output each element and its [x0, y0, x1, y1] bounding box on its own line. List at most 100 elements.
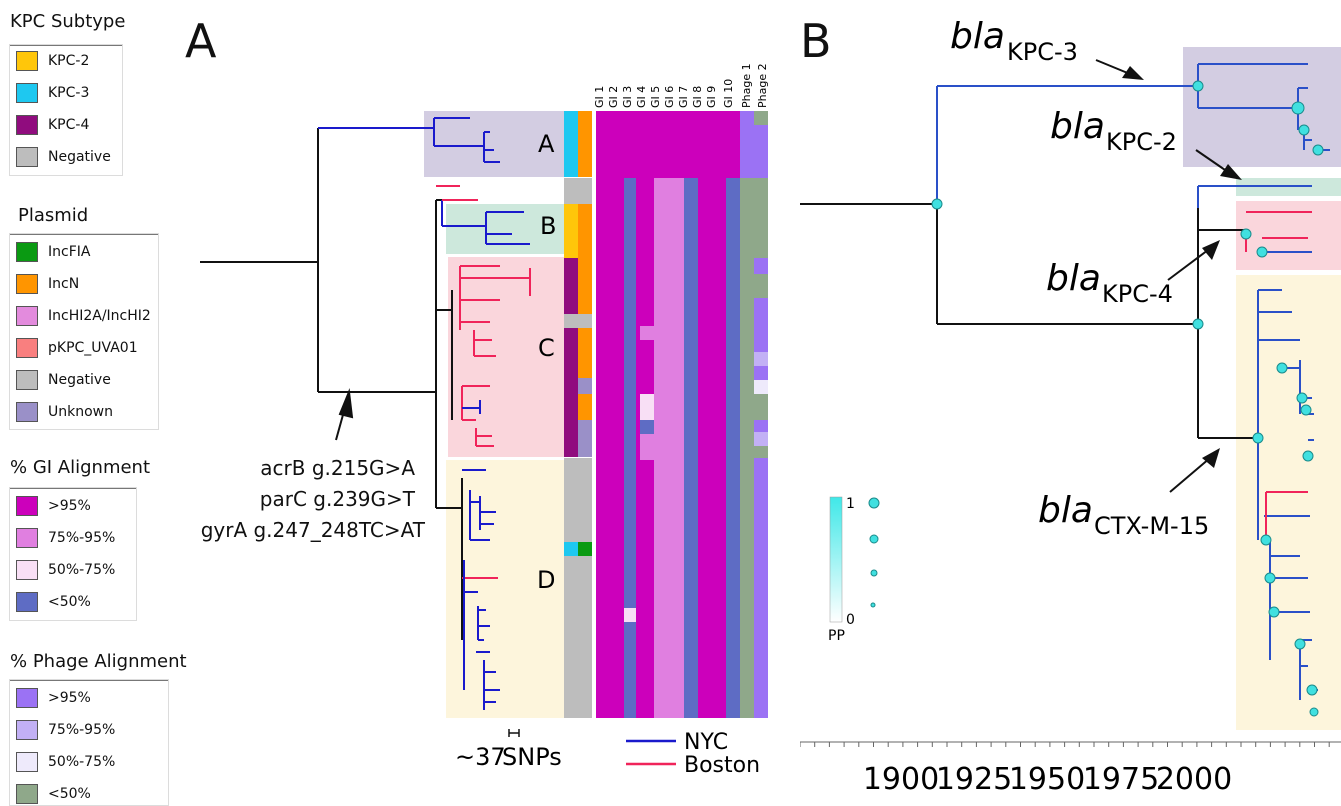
legend-label: IncHI2A/IncHI2	[48, 308, 151, 324]
legend-label: 75%-95%	[48, 530, 116, 546]
swatch	[16, 370, 38, 390]
legend-item-gi-low: <50%	[16, 592, 91, 612]
pp-nodes	[931, 80, 1324, 717]
legend-item-gi-75: 75%-95%	[16, 528, 115, 548]
legend-item-phage-95: >95%	[16, 688, 91, 708]
legend-rule	[10, 488, 136, 489]
legend-label: IncN	[48, 276, 80, 292]
heatmap-header: GI 4	[635, 86, 648, 108]
clade-c-box	[448, 257, 564, 457]
swatch	[16, 83, 38, 103]
legend-label: <50%	[48, 594, 91, 610]
kpc-legend-title: KPC Subtype	[10, 11, 126, 32]
clade-d-branches	[462, 469, 500, 710]
legend-item-pkpc: pKPC_UVA01	[16, 338, 138, 358]
pp-label: PP	[828, 628, 845, 644]
gene-label-kpc-2: bla KPC-2	[1050, 106, 1242, 180]
clade-a-box	[424, 111, 564, 177]
legend-label: 75%-95%	[48, 722, 116, 738]
mutation-gyra: gyrA g.247_248TC>AT	[200, 518, 425, 542]
clade-c-nyc-branches	[462, 400, 481, 414]
legend-item-incfia: IncFIA	[16, 242, 90, 262]
scale-bar-unit: SNPs	[502, 743, 562, 771]
panel-b-boxes	[1183, 47, 1341, 730]
swatch	[16, 306, 38, 326]
kpc-legend: KPC-2 KPC-3 KPC-4 Negative	[9, 44, 123, 176]
location-legend: NYC Boston	[626, 730, 760, 778]
time-axis: 1900 1925 1950 1975 2000	[800, 741, 1341, 797]
heatmap-header: GI 7	[677, 86, 690, 108]
pp-size-tiny	[870, 602, 876, 608]
swatch	[16, 592, 38, 612]
gene-sub: KPC-4	[1102, 280, 1173, 308]
clade-b-branches	[441, 200, 530, 245]
legend-label: <50%	[48, 786, 91, 802]
gene-sub: KPC-3	[1007, 38, 1078, 66]
gi-legend-title: % GI Alignment	[10, 457, 151, 478]
gene-label-kpc-3: bla KPC-3	[950, 16, 1144, 80]
panel-b-letter: B	[800, 14, 832, 68]
panel-a-letter: A	[185, 14, 217, 68]
swatch	[16, 688, 38, 708]
legend-label: >95%	[48, 690, 91, 706]
panel-a-tree: A B C D GI 1 GI 2 GI 3 GI 4 GI 5 GI 6 GI…	[200, 63, 769, 778]
gene-italic: bla	[1046, 258, 1101, 299]
heatmap-header: GI 5	[649, 86, 662, 108]
clade-label-b: B	[540, 212, 556, 240]
mutation-arrow	[335, 388, 354, 441]
clade-label-a: A	[538, 130, 555, 158]
swatch	[16, 402, 38, 422]
swatch	[16, 496, 38, 516]
swatch	[16, 147, 38, 167]
legend-label: KPC-3	[48, 85, 90, 101]
legend-label: >95%	[48, 498, 91, 514]
panel-b-tree: bla KPC-3 bla KPC-2 bla KPC-4 bla CTX-M-…	[800, 16, 1341, 797]
legend-item-phage-50: 50%-75%	[16, 752, 115, 772]
gi-legend: >95% 75%-95% 50%-75% <50%	[9, 487, 137, 621]
gene-label-ctx: bla CTX-M-15	[1038, 448, 1220, 540]
scale-bar-value: ~37	[455, 743, 506, 771]
legend-item-kpc-4: KPC-4	[16, 115, 89, 135]
clade-c-branches	[436, 185, 531, 579]
legend-label: IncFIA	[48, 244, 91, 260]
phage-legend: >95% 75%-95% 50%-75% <50%	[9, 679, 169, 806]
pp-legend: 1 0 PP	[828, 496, 880, 644]
annotation-columns	[564, 111, 592, 718]
legend-item-unknown: Unknown	[16, 402, 113, 422]
legend-label: Negative	[48, 149, 111, 165]
clade-d-box	[446, 460, 564, 718]
axis-tick-label: 1900	[863, 762, 939, 797]
legend-label: Unknown	[48, 404, 113, 420]
axis-tick-label: 1975	[1083, 762, 1159, 797]
clade-label-c: C	[538, 334, 555, 362]
swatch	[16, 338, 38, 358]
legend-label: Negative	[48, 372, 111, 388]
gene-italic: bla	[1038, 490, 1093, 531]
pp-size-large	[868, 497, 880, 509]
pp-max: 1	[846, 496, 855, 512]
legend-label: KPC-2	[48, 53, 90, 69]
gene-sub: CTX-M-15	[1094, 512, 1209, 540]
clade-label-d: D	[537, 566, 555, 594]
legend-rule	[10, 234, 158, 235]
mutation-parc: parC g.239G>T	[259, 487, 415, 511]
heatmap-header: Phage 2	[756, 63, 769, 108]
phage-legend-title: % Phage Alignment	[10, 651, 187, 672]
heatmap-header: GI 2	[607, 86, 620, 108]
heatmap	[564, 111, 768, 718]
legend-item-incn: IncN	[16, 274, 79, 294]
mutation-acrb: acrB g.215G>A	[260, 456, 415, 480]
swatch	[16, 274, 38, 294]
swatch	[16, 528, 38, 548]
legend-rule	[10, 45, 122, 46]
tree-backbone	[200, 128, 463, 640]
scale-bar: ~37 SNPs	[455, 729, 562, 771]
swatch	[16, 242, 38, 262]
heatmap-header: GI 8	[691, 86, 704, 108]
heatmap-header: GI 9	[705, 86, 718, 108]
legend-item-kpc-negative: Negative	[16, 147, 111, 167]
heatmap-header: Phage 1	[740, 63, 753, 108]
boston-label: Boston	[684, 753, 760, 778]
swatch	[16, 720, 38, 740]
gene-label-kpc-4: bla KPC-4	[1046, 240, 1220, 308]
